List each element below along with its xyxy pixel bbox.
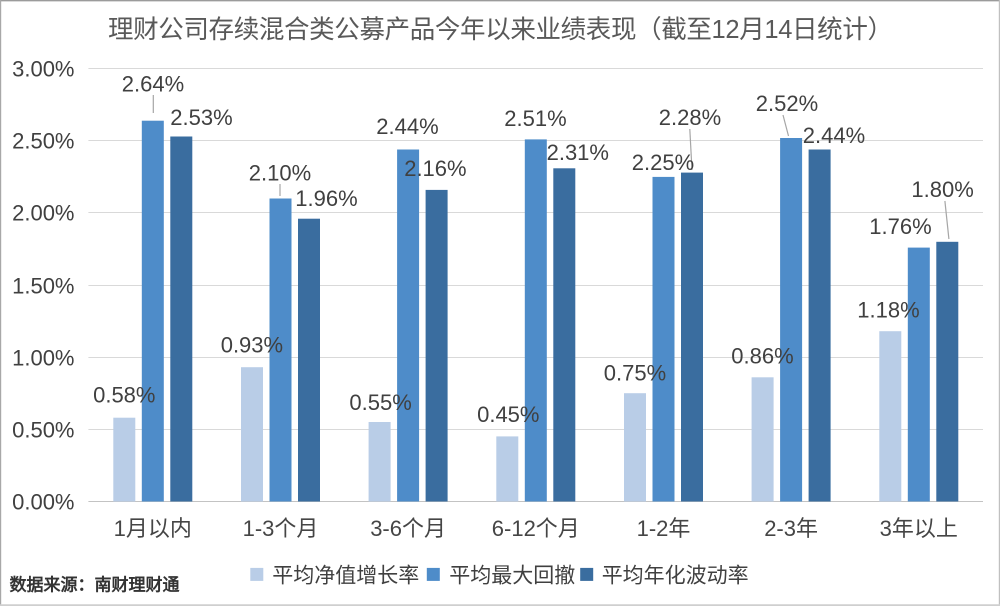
svg-text:2.28%: 2.28%: [659, 105, 721, 130]
svg-text:2.52%: 2.52%: [756, 91, 818, 116]
svg-text:2.16%: 2.16%: [404, 156, 466, 181]
svg-text:数据来源：南财理财通: 数据来源：南财理财通: [10, 575, 180, 595]
svg-text:2.53%: 2.53%: [170, 105, 232, 130]
svg-text:6-12个月: 6-12个月: [492, 516, 580, 541]
svg-text:平均最大回撤: 平均最大回撤: [449, 565, 575, 588]
svg-text:1.18%: 1.18%: [857, 298, 919, 323]
svg-text:3-6个月: 3-6个月: [370, 516, 446, 541]
svg-text:1.96%: 1.96%: [295, 186, 357, 211]
svg-text:0.86%: 0.86%: [731, 344, 793, 369]
svg-text:0.55%: 0.55%: [349, 390, 411, 415]
svg-text:1.80%: 1.80%: [911, 177, 973, 202]
svg-text:3.00%: 3.00%: [12, 57, 74, 82]
svg-text:平均年化波动率: 平均年化波动率: [602, 565, 749, 588]
svg-text:2.64%: 2.64%: [122, 72, 184, 97]
svg-text:2.25%: 2.25%: [632, 150, 694, 175]
svg-text:0.93%: 0.93%: [221, 333, 283, 358]
svg-text:0.75%: 0.75%: [604, 361, 666, 386]
svg-text:0.00%: 0.00%: [12, 490, 74, 515]
svg-text:1-2年: 1-2年: [637, 516, 691, 541]
svg-text:理财公司存续混合类公募产品今年以来业绩表现（截至12月14日: 理财公司存续混合类公募产品今年以来业绩表现（截至12月14日统计）: [108, 16, 893, 44]
svg-text:1月以内: 1月以内: [114, 516, 192, 541]
svg-text:0.50%: 0.50%: [12, 418, 74, 443]
svg-text:3年以上: 3年以上: [880, 516, 958, 541]
svg-text:0.58%: 0.58%: [93, 383, 155, 408]
svg-text:1.50%: 1.50%: [12, 274, 74, 299]
svg-text:2.44%: 2.44%: [803, 123, 865, 148]
svg-text:2.51%: 2.51%: [504, 106, 566, 131]
svg-text:1.76%: 1.76%: [869, 214, 931, 239]
svg-text:2.10%: 2.10%: [249, 161, 311, 186]
svg-text:平均净值增长率: 平均净值增长率: [272, 565, 419, 588]
svg-text:2.50%: 2.50%: [12, 129, 74, 154]
svg-text:1.00%: 1.00%: [12, 346, 74, 371]
svg-text:2.00%: 2.00%: [12, 201, 74, 226]
svg-text:2.44%: 2.44%: [376, 114, 438, 139]
svg-text:0.45%: 0.45%: [477, 402, 539, 427]
svg-text:2-3年: 2-3年: [764, 516, 818, 541]
svg-text:2.31%: 2.31%: [547, 140, 609, 165]
svg-text:1-3个月: 1-3个月: [243, 516, 319, 541]
